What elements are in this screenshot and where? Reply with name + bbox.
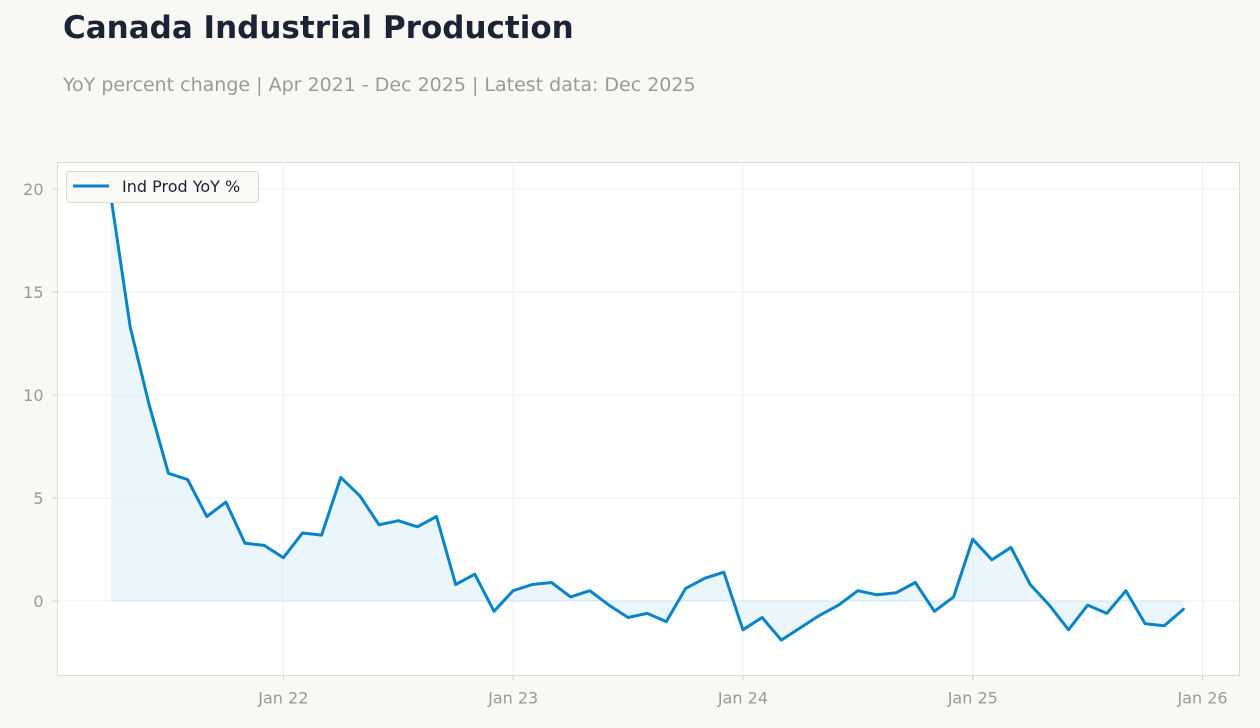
legend-box [66,171,259,203]
data-point [722,571,725,574]
y-tick-label: 20 [23,180,43,199]
data-point [799,626,802,629]
data-point [301,532,304,535]
data-point [837,604,840,607]
data-point [1067,628,1070,631]
data-point [531,583,534,586]
series-area [111,197,1184,641]
data-point [473,573,476,576]
data-point [435,515,438,518]
data-point [990,558,993,561]
data-point [741,628,744,631]
data-point [1163,624,1166,627]
y-tick-label: 0 [33,592,43,611]
data-point [856,589,859,592]
data-point [627,616,630,619]
data-point [588,589,591,592]
data-point [263,544,266,547]
x-tick-label: Jan 22 [257,689,308,708]
data-point [607,604,610,607]
data-point [224,501,227,504]
data-point [1105,612,1108,615]
data-point [971,538,974,541]
legend-label: Ind Prod YoY % [122,177,240,196]
data-point [1086,604,1089,607]
data-point [569,595,572,598]
data-point [933,610,936,613]
data-point [244,542,247,545]
data-point [358,494,361,497]
data-point [512,589,515,592]
data-point [378,523,381,526]
data-point [493,610,496,613]
data-point [1010,546,1013,549]
data-point [550,581,553,584]
data-point [282,556,285,559]
data-point [339,476,342,479]
data-point [397,519,400,522]
y-tick-label: 15 [23,283,43,302]
data-point [416,525,419,528]
data-point [895,591,898,594]
data-point [876,593,879,596]
y-tick-label: 10 [23,386,43,405]
data-point [1182,608,1185,611]
data-point [1048,604,1051,607]
data-point [186,478,189,481]
data-point [148,404,151,407]
x-tick-label: Jan 25 [947,689,998,708]
data-point [665,620,668,623]
data-point [1029,583,1032,586]
x-tick-label: Jan 26 [1176,689,1227,708]
y-tick-label: 5 [33,489,43,508]
data-point [1124,589,1127,592]
data-point [703,577,706,580]
data-point [914,581,917,584]
data-point [952,595,955,598]
data-point [205,515,208,518]
chart-title: Canada Industrial Production [63,10,574,46]
data-point [646,612,649,615]
chart-subtitle: YoY percent change | Apr 2021 - Dec 2025… [63,74,696,96]
x-tick-label: Jan 24 [717,689,768,708]
data-point [454,583,457,586]
data-point [780,639,783,642]
data-point [818,614,821,617]
data-point [320,534,323,537]
x-tick-label: Jan 23 [487,689,538,708]
data-point [761,616,764,619]
series-line [109,195,1185,642]
data-point [167,472,170,475]
data-point [1144,622,1147,625]
data-point [129,326,132,329]
data-point [684,587,687,590]
